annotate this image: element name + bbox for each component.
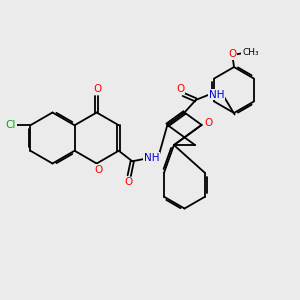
Text: Cl: Cl bbox=[6, 120, 16, 130]
Text: CH₃: CH₃ bbox=[242, 48, 259, 57]
Text: O: O bbox=[93, 84, 101, 94]
Text: NH: NH bbox=[209, 89, 225, 100]
Text: O: O bbox=[124, 177, 133, 187]
Text: O: O bbox=[94, 165, 102, 175]
Text: O: O bbox=[228, 50, 237, 59]
Text: O: O bbox=[204, 118, 212, 128]
Text: O: O bbox=[176, 83, 184, 94]
Text: NH: NH bbox=[144, 153, 159, 163]
